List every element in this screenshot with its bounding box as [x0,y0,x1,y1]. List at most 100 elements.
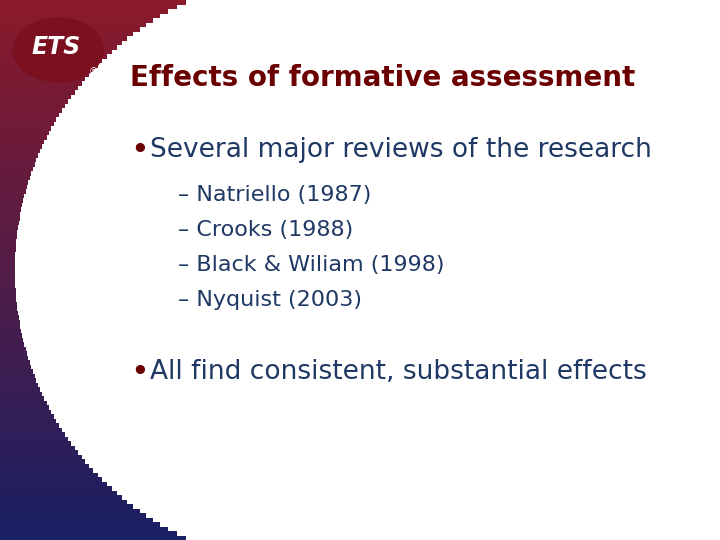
Polygon shape [0,432,65,436]
Polygon shape [0,284,15,288]
Polygon shape [0,108,62,112]
Text: Several major reviews of the research: Several major reviews of the research [150,137,652,163]
Polygon shape [0,158,37,162]
Polygon shape [0,239,17,243]
Polygon shape [0,85,78,90]
Polygon shape [0,68,94,72]
Polygon shape [0,531,177,536]
Polygon shape [0,441,71,445]
Polygon shape [0,27,140,31]
Polygon shape [0,293,16,297]
Polygon shape [0,198,23,202]
Polygon shape [0,117,56,122]
Polygon shape [0,369,33,374]
Polygon shape [0,428,62,432]
Polygon shape [0,94,71,99]
Polygon shape [0,351,27,355]
Polygon shape [0,392,42,396]
Polygon shape [0,360,30,364]
Polygon shape [0,4,177,9]
Polygon shape [0,31,133,36]
Polygon shape [0,23,146,27]
Polygon shape [0,414,54,418]
Polygon shape [0,256,15,261]
Polygon shape [0,274,15,279]
Polygon shape [0,126,51,131]
Polygon shape [0,207,22,212]
Text: – Natriello (1987): – Natriello (1987) [178,185,372,205]
Polygon shape [0,405,49,409]
Polygon shape [0,446,75,450]
Polygon shape [0,315,19,320]
Polygon shape [0,112,59,117]
Polygon shape [0,306,17,310]
Polygon shape [0,423,59,428]
Polygon shape [0,374,35,378]
Polygon shape [0,131,49,135]
Polygon shape [0,477,102,482]
Polygon shape [0,247,16,252]
Polygon shape [0,72,89,77]
Polygon shape [0,436,68,441]
Polygon shape [0,50,112,54]
Polygon shape [0,409,51,414]
Polygon shape [0,122,54,126]
Polygon shape [0,270,15,274]
Polygon shape [0,54,107,58]
Text: •: • [130,134,149,165]
Polygon shape [0,261,15,266]
Ellipse shape [13,18,103,82]
Polygon shape [0,482,107,486]
Polygon shape [0,104,65,108]
Polygon shape [0,14,161,18]
Polygon shape [0,171,31,176]
Polygon shape [0,378,37,382]
Polygon shape [0,180,28,185]
Polygon shape [0,135,47,139]
Polygon shape [0,279,15,284]
Polygon shape [0,468,94,472]
Text: Effects of formative assessment: Effects of formative assessment [130,64,635,92]
Polygon shape [0,490,117,495]
Polygon shape [0,504,133,509]
Polygon shape [0,220,19,225]
Polygon shape [0,536,186,540]
Polygon shape [0,513,146,517]
Polygon shape [0,288,16,293]
Polygon shape [0,396,45,401]
Polygon shape [0,495,122,500]
Polygon shape [0,455,81,459]
Polygon shape [0,472,98,477]
Polygon shape [0,418,56,423]
Polygon shape [0,310,18,315]
Polygon shape [0,63,98,68]
Polygon shape [0,509,140,513]
Polygon shape [0,387,40,392]
Polygon shape [0,243,16,247]
Polygon shape [0,517,153,522]
Text: – Crooks (1988): – Crooks (1988) [178,220,354,240]
Polygon shape [0,382,38,387]
Polygon shape [0,459,86,463]
Polygon shape [0,166,33,171]
Text: All find consistent, substantial effects: All find consistent, substantial effects [150,359,647,385]
Text: ®: ® [89,67,99,77]
Polygon shape [0,185,27,189]
Polygon shape [0,355,28,360]
Polygon shape [0,463,89,468]
Polygon shape [0,324,20,328]
Polygon shape [0,522,161,526]
Text: •: • [130,356,149,388]
Polygon shape [0,148,40,153]
Polygon shape [0,99,68,104]
Polygon shape [0,328,22,333]
Polygon shape [0,500,127,504]
Polygon shape [0,81,81,85]
Polygon shape [0,234,17,239]
Polygon shape [0,58,102,63]
Polygon shape [0,338,23,342]
Text: – Black & Wiliam (1998): – Black & Wiliam (1998) [178,255,444,275]
Polygon shape [0,9,168,14]
Polygon shape [0,0,186,4]
Polygon shape [0,36,127,40]
